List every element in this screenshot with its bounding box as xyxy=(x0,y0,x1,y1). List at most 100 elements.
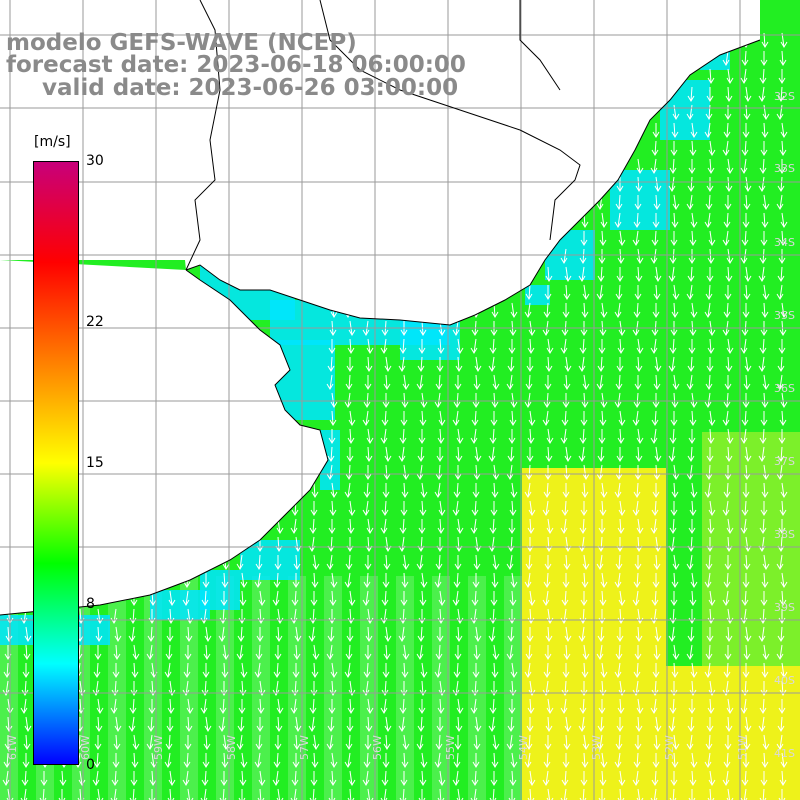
wind-cell xyxy=(306,630,325,649)
wind-cell xyxy=(270,738,289,757)
wind-cell xyxy=(270,756,289,775)
wind-cell xyxy=(396,594,415,613)
wind-cell xyxy=(684,198,703,217)
wind-cell xyxy=(468,522,487,541)
wind-cell xyxy=(720,108,739,127)
wind-cell xyxy=(684,468,703,487)
wind-cell xyxy=(468,792,487,800)
wind-cell xyxy=(630,486,649,505)
wind-cell xyxy=(756,522,775,541)
wind-cell xyxy=(774,648,793,667)
wind-cell xyxy=(756,342,775,361)
longitude-label: 54W xyxy=(517,735,530,760)
wind-cell xyxy=(270,594,289,613)
wind-cell xyxy=(342,720,361,739)
title-forecast-date: forecast date: 2023-06-18 06:00:00 xyxy=(6,54,466,77)
wind-cell xyxy=(378,504,397,523)
wind-cell xyxy=(702,378,721,397)
wind-cell xyxy=(612,288,631,307)
wind-cell xyxy=(774,198,793,217)
wind-cell xyxy=(666,702,685,721)
wind-cell xyxy=(540,558,559,577)
wind-cell xyxy=(594,270,613,289)
wind-cell xyxy=(360,486,379,505)
wind-cell xyxy=(648,342,667,361)
wind-cell xyxy=(684,792,703,800)
wind-cell xyxy=(414,648,433,667)
wind-cell xyxy=(720,378,739,397)
wind-cell xyxy=(774,108,793,127)
wind-cell xyxy=(756,324,775,343)
wind-cell xyxy=(612,486,631,505)
wind-cell xyxy=(774,270,793,289)
wind-cell xyxy=(414,432,433,451)
wind-cell xyxy=(360,396,379,415)
wind-cell xyxy=(414,702,433,721)
wind-cell xyxy=(252,666,271,685)
wind-cell xyxy=(414,720,433,739)
coastal-low-wind-zone xyxy=(150,590,210,620)
wind-cell xyxy=(486,702,505,721)
wind-cell xyxy=(702,666,721,685)
wind-cell xyxy=(666,342,685,361)
wind-cell xyxy=(594,540,613,559)
wind-cell xyxy=(576,504,595,523)
wind-cell xyxy=(666,504,685,523)
wind-cell xyxy=(738,396,757,415)
wind-cell xyxy=(486,432,505,451)
latitude-label: 32S xyxy=(774,90,795,103)
wind-cell xyxy=(738,414,757,433)
wind-cell xyxy=(792,180,800,199)
wind-cell xyxy=(468,396,487,415)
wind-cell xyxy=(666,144,685,163)
wind-cell xyxy=(738,306,757,325)
longitude-label: 58W xyxy=(225,735,238,760)
wind-cell xyxy=(720,504,739,523)
wind-cell xyxy=(792,126,800,145)
wind-cell xyxy=(738,342,757,361)
wind-cell xyxy=(468,666,487,685)
wind-cell xyxy=(702,486,721,505)
wind-cell xyxy=(468,486,487,505)
wind-cell xyxy=(396,630,415,649)
wind-cell xyxy=(792,198,800,217)
wind-cell xyxy=(792,630,800,649)
wind-cell xyxy=(342,756,361,775)
wind-cell xyxy=(396,450,415,469)
wind-cell xyxy=(306,504,325,523)
wind-cell xyxy=(792,504,800,523)
wind-cell xyxy=(522,558,541,577)
wind-cell xyxy=(198,702,217,721)
wind-cell xyxy=(468,342,487,361)
wind-cell xyxy=(558,486,577,505)
wind-cell xyxy=(630,504,649,523)
wind-cell xyxy=(756,270,775,289)
wind-cell xyxy=(738,774,757,793)
wind-cell xyxy=(666,612,685,631)
wind-cell xyxy=(702,396,721,415)
wind-cell xyxy=(450,576,469,595)
wind-cell xyxy=(720,558,739,577)
wind-cell xyxy=(378,612,397,631)
wind-cell xyxy=(396,720,415,739)
wind-cell xyxy=(414,522,433,541)
wind-cell xyxy=(774,0,793,19)
wind-cell xyxy=(486,324,505,343)
wind-cell xyxy=(540,414,559,433)
wind-cell xyxy=(504,522,523,541)
wind-cell xyxy=(144,630,163,649)
wind-cell xyxy=(522,630,541,649)
wind-cell xyxy=(576,702,595,721)
wind-cell xyxy=(756,720,775,739)
wind-cell xyxy=(180,774,199,793)
wind-cell xyxy=(702,270,721,289)
wind-cell xyxy=(360,378,379,397)
wind-cell xyxy=(738,162,757,181)
wind-cell xyxy=(540,306,559,325)
wind-cell xyxy=(270,774,289,793)
wind-cell xyxy=(450,468,469,487)
wind-cell xyxy=(342,540,361,559)
wind-cell xyxy=(702,756,721,775)
wind-cell xyxy=(702,792,721,800)
wind-cell xyxy=(738,486,757,505)
